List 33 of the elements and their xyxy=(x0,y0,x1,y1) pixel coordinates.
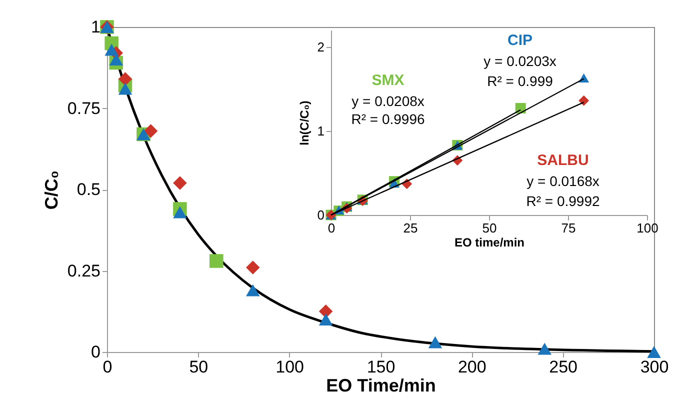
y-axis-title: ln(C/C₀) xyxy=(297,100,312,146)
y-tick-label: 0.25 xyxy=(67,261,100,280)
x-tick-label: 50 xyxy=(189,358,208,376)
x-tick-label: 100 xyxy=(276,358,304,376)
text: CIP xyxy=(507,32,533,49)
annotation: R² = 0.9992 xyxy=(526,193,600,209)
y-axis-title: C/C₀ xyxy=(41,170,62,210)
x-tick-label: 100 xyxy=(636,220,658,236)
x-tick-label: 200 xyxy=(458,358,486,376)
x-tick-label: 250 xyxy=(549,358,578,376)
y-tick-label: 1 xyxy=(91,18,100,36)
annotation: y = 0.0208x xyxy=(352,93,424,109)
y-tick-label: 0.5 xyxy=(76,180,100,199)
x-axis-title: EO time/min xyxy=(454,236,525,250)
annotation: R² = 0.999 xyxy=(487,73,554,89)
x-tick-label: 0 xyxy=(102,358,112,376)
text: SMX xyxy=(372,72,404,89)
x-axis-title: EO Time/min xyxy=(326,376,436,396)
x-tick-label: 0 xyxy=(328,220,336,236)
x-tick-label: 25 xyxy=(403,220,418,236)
text: SALBU xyxy=(537,152,589,169)
y-tick-label: 1 xyxy=(317,123,324,138)
x-tick-label: 300 xyxy=(640,358,669,376)
y-tick-label: 0 xyxy=(91,342,100,362)
x-tick-label: 75 xyxy=(561,220,576,236)
y-tick-label: 2 xyxy=(317,39,324,54)
annotation: R² = 0.9996 xyxy=(351,111,425,127)
annotation: y = 0.0168x xyxy=(526,173,600,189)
x-tick-label: 150 xyxy=(366,358,396,376)
y-tick-label: 0 xyxy=(317,208,324,222)
annotation: y = 0.0203x xyxy=(484,53,556,69)
x-tick-label: 50 xyxy=(482,220,497,236)
y-tick-label: 0.75 xyxy=(67,98,100,118)
